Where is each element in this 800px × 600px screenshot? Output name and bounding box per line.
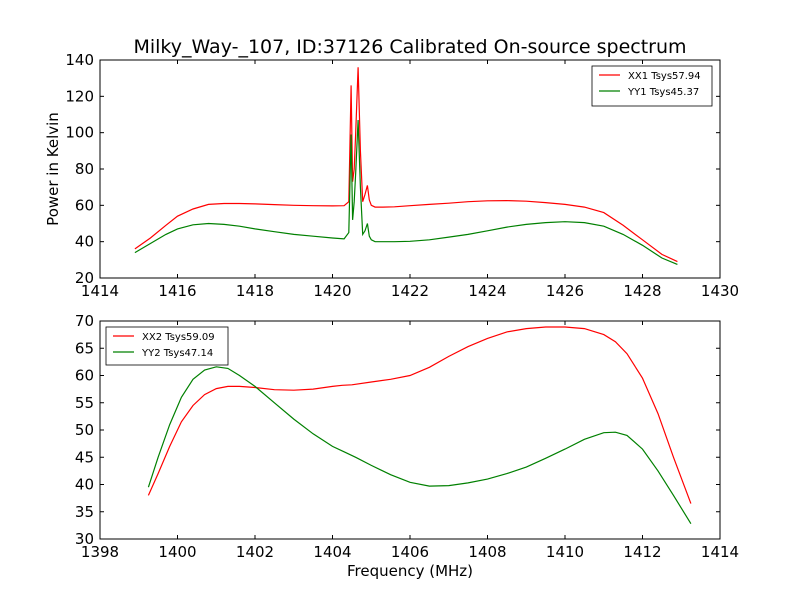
x-tick-label: 1410	[546, 543, 584, 561]
y-tick-label: 140	[65, 51, 94, 69]
series-line-1	[147, 326, 692, 504]
legend-entry: YY2 Tsys47.14	[141, 348, 213, 359]
y-tick-label: 65	[75, 339, 94, 357]
x-tick-label: 1414	[81, 282, 119, 300]
y-tick-label: 30	[75, 530, 94, 548]
x-tick-label: 1424	[468, 282, 506, 300]
x-tick-label: 1420	[313, 282, 351, 300]
x-tick-label: 1400	[158, 543, 196, 561]
legend-entry: XX2 Tsys59.09	[142, 332, 215, 343]
y-tick-label: 120	[65, 87, 94, 105]
y-tick-label: 100	[65, 124, 94, 142]
y-tick-label: 70	[75, 312, 94, 330]
x-axis-label: Frequency (MHz)	[347, 562, 473, 580]
y-tick-label: 20	[75, 269, 94, 287]
y-tick-label: 45	[75, 448, 94, 466]
x-tick-label: 1406	[391, 543, 429, 561]
series-line-2	[147, 366, 692, 525]
x-tick-label: 1398	[81, 543, 119, 561]
y-tick-label: 40	[75, 476, 94, 494]
x-tick-label: 1430	[701, 282, 739, 300]
legend-entry: YY1 Tsys45.37	[627, 87, 699, 98]
x-tick-label: 1426	[546, 282, 584, 300]
x-tick-label: 1418	[236, 282, 274, 300]
y-tick-label: 55	[75, 394, 94, 412]
bottom-chart: 1398 1400 1402 1404 1406 1408 1410 1412 1414 30 35…	[75, 312, 739, 580]
x-tick-label: 1404	[313, 543, 351, 561]
figure-title: Milky_Way-_107, ID:37126 Calibrated On-s…	[133, 36, 686, 58]
legend-entry: XX1 Tsys57.94	[628, 71, 701, 82]
y-tick-label: 40	[75, 233, 94, 251]
series-line-2	[134, 119, 678, 265]
y-tick-label: 60	[75, 367, 94, 385]
x-tick-label: 1416	[158, 282, 196, 300]
y-tick-label: 60	[75, 196, 94, 214]
top-chart: 1414 1416 1418 1420 1422 1424 1426 1428 1430 20 40…	[44, 51, 739, 300]
x-tick-label: 1428	[623, 282, 661, 300]
x-tick-label: 1412	[623, 543, 661, 561]
y-axis-label: Power in Kelvin	[44, 112, 62, 226]
series-line-1	[134, 67, 678, 263]
y-tick-label: 35	[75, 503, 94, 521]
x-tick-label: 1408	[468, 543, 506, 561]
y-tick-label: 80	[75, 160, 94, 178]
x-tick-label: 1422	[391, 282, 429, 300]
legend-box	[105, 326, 229, 366]
x-tick-label: 1414	[701, 543, 739, 561]
x-tick-label: 1402	[236, 543, 274, 561]
y-tick-label: 50	[75, 421, 94, 439]
legend-box	[591, 65, 713, 107]
